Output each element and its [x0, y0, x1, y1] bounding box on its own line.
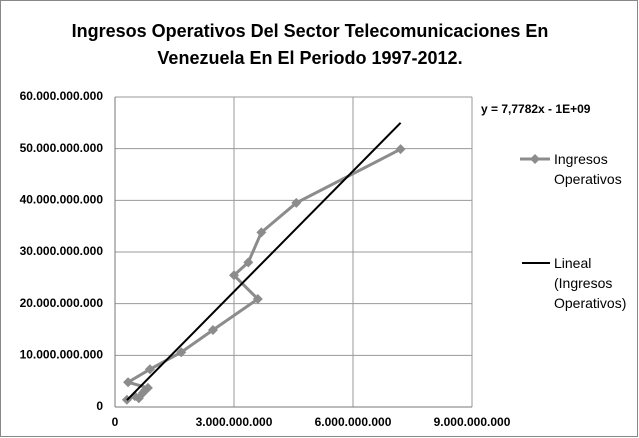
chart-title: Ingresos Operativos Del Sector Telecomun… — [71, 21, 549, 68]
y-tick-label: 40.000.000.000 — [20, 193, 104, 207]
y-tick-label: 20.000.000.000 — [20, 296, 104, 310]
point — [243, 257, 254, 268]
trend-line — [126, 122, 402, 401]
y-tick-label: 60.000.000.000 — [20, 89, 104, 103]
x-tick-label: 9.000.000.000 — [434, 415, 511, 429]
point — [229, 270, 239, 281]
point — [395, 144, 406, 155]
legend-marker — [530, 154, 540, 164]
point — [144, 364, 155, 375]
x-tick-label: 0 — [112, 415, 119, 429]
x-tick-label: 6.000.000.000 — [315, 415, 392, 429]
point — [207, 325, 218, 336]
point — [291, 197, 302, 208]
series-line — [124, 147, 402, 402]
point — [256, 227, 267, 238]
point — [176, 347, 187, 358]
point — [252, 294, 263, 305]
point — [123, 377, 134, 388]
legend-label: Lineal (Ingresos Operativos) — [554, 255, 627, 311]
y-tick-label: 0 — [96, 399, 103, 413]
point — [142, 382, 153, 393]
x-tick-label: 3.000.000.000 — [196, 415, 273, 429]
y-tick-label: 10.000.000.000 — [20, 348, 104, 362]
trend-equation: y = 7,7782x - 1E+09 — [481, 102, 591, 116]
legend-label: Ingresos Operativos — [554, 151, 622, 187]
y-tick-label: 30.000.000.000 — [20, 244, 104, 258]
y-tick-label: 50.000.000.000 — [20, 141, 104, 155]
